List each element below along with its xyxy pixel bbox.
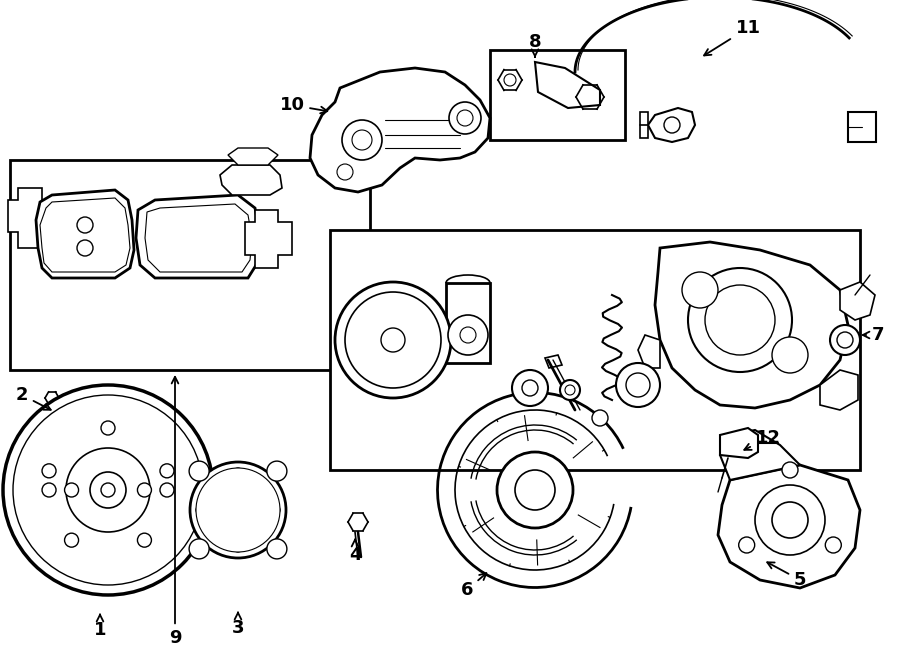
Circle shape <box>560 380 580 400</box>
Text: 7: 7 <box>863 326 884 344</box>
Text: 9: 9 <box>169 377 181 647</box>
Polygon shape <box>145 204 252 272</box>
Text: 4: 4 <box>349 539 361 564</box>
Circle shape <box>352 130 372 150</box>
Circle shape <box>457 110 473 126</box>
Polygon shape <box>820 370 858 410</box>
Circle shape <box>189 461 209 481</box>
Circle shape <box>512 370 548 406</box>
Polygon shape <box>640 112 648 138</box>
Circle shape <box>65 533 78 547</box>
Circle shape <box>515 470 555 510</box>
Circle shape <box>224 496 252 524</box>
Polygon shape <box>655 242 848 408</box>
Polygon shape <box>136 195 260 278</box>
Circle shape <box>616 363 660 407</box>
Circle shape <box>65 483 78 497</box>
Text: 8: 8 <box>528 33 541 57</box>
Circle shape <box>3 385 213 595</box>
Circle shape <box>42 464 56 478</box>
Circle shape <box>66 448 150 532</box>
Polygon shape <box>245 210 292 268</box>
Circle shape <box>138 533 151 547</box>
Text: 2: 2 <box>16 386 50 410</box>
Circle shape <box>592 410 608 426</box>
Polygon shape <box>535 62 600 108</box>
Bar <box>10 160 370 370</box>
Circle shape <box>345 292 441 388</box>
Circle shape <box>342 120 382 160</box>
Text: 6: 6 <box>461 573 486 599</box>
Circle shape <box>42 483 56 497</box>
Polygon shape <box>228 148 278 165</box>
Circle shape <box>77 240 93 256</box>
Polygon shape <box>720 430 800 480</box>
Circle shape <box>830 325 860 355</box>
Circle shape <box>234 544 242 552</box>
Circle shape <box>837 332 853 348</box>
Circle shape <box>565 385 575 395</box>
Circle shape <box>739 537 755 553</box>
Circle shape <box>267 461 287 481</box>
Circle shape <box>101 421 115 435</box>
Polygon shape <box>648 108 695 142</box>
Text: 3: 3 <box>232 613 244 637</box>
Circle shape <box>664 117 680 133</box>
Circle shape <box>522 380 538 396</box>
Circle shape <box>825 537 842 553</box>
Polygon shape <box>36 190 134 278</box>
Circle shape <box>272 506 280 514</box>
Circle shape <box>448 315 488 355</box>
Circle shape <box>504 74 516 86</box>
Circle shape <box>101 483 115 497</box>
Circle shape <box>705 285 775 355</box>
Polygon shape <box>40 198 130 272</box>
Text: 10: 10 <box>280 96 328 114</box>
Circle shape <box>688 268 792 372</box>
Circle shape <box>196 468 280 552</box>
Polygon shape <box>638 335 660 368</box>
Bar <box>490 50 625 140</box>
Text: 5: 5 <box>767 563 806 589</box>
Circle shape <box>138 483 151 497</box>
Circle shape <box>772 337 808 373</box>
Polygon shape <box>840 282 875 320</box>
Circle shape <box>13 395 203 585</box>
Circle shape <box>337 164 353 180</box>
Polygon shape <box>310 68 490 192</box>
Circle shape <box>772 502 808 538</box>
Circle shape <box>449 102 481 134</box>
Circle shape <box>267 539 287 559</box>
Bar <box>848 112 876 142</box>
Circle shape <box>497 452 573 528</box>
Circle shape <box>755 485 825 555</box>
Bar <box>330 230 860 470</box>
Polygon shape <box>8 188 55 248</box>
Circle shape <box>196 506 204 514</box>
Circle shape <box>682 272 718 308</box>
Text: 1: 1 <box>94 615 106 639</box>
Bar <box>446 283 490 363</box>
Circle shape <box>782 462 798 478</box>
Circle shape <box>160 464 174 478</box>
Polygon shape <box>220 165 282 195</box>
Polygon shape <box>545 355 562 368</box>
Polygon shape <box>720 428 758 458</box>
Circle shape <box>335 282 451 398</box>
Circle shape <box>460 327 476 343</box>
Circle shape <box>160 483 174 497</box>
Circle shape <box>190 462 286 558</box>
Circle shape <box>77 217 93 233</box>
Circle shape <box>234 468 242 476</box>
Circle shape <box>189 539 209 559</box>
Circle shape <box>90 472 126 508</box>
Polygon shape <box>718 465 860 588</box>
Text: 12: 12 <box>744 429 780 450</box>
Circle shape <box>208 480 268 540</box>
Text: 11: 11 <box>704 19 760 56</box>
Circle shape <box>381 328 405 352</box>
Circle shape <box>626 373 650 397</box>
